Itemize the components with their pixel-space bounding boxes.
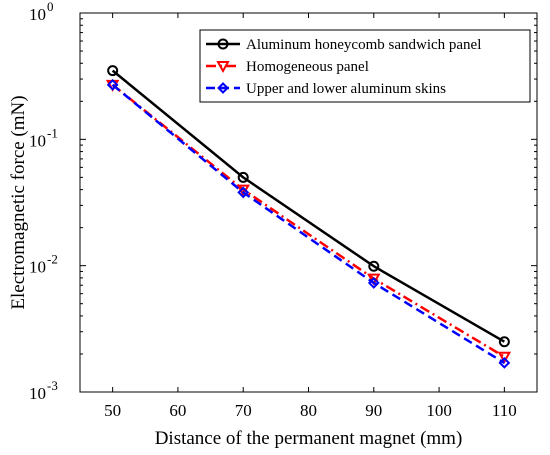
x-tick-labels: 50 60 70 80 90 100 110: [104, 401, 517, 420]
series: [107, 65, 510, 348]
data-point: [497, 351, 512, 364]
y-tick-exponent: -3: [47, 378, 58, 393]
y-tick-label: 10: [29, 131, 46, 150]
legend-label: Aluminum honeycomb sandwich panel: [246, 37, 481, 53]
data-point: [368, 260, 380, 272]
y-tick-label: 10: [29, 258, 46, 277]
series-line: [111, 83, 506, 364]
data-point: [107, 65, 119, 77]
data-point: [217, 82, 229, 94]
data-point: [498, 336, 510, 348]
data-point: [217, 38, 229, 50]
axis-ticks: [80, 12, 537, 393]
legend: Aluminum honeycomb sandwich panel Homogen…: [199, 29, 531, 103]
data-point: [216, 61, 230, 74]
y-tick-label: 10: [29, 384, 46, 403]
y-tick-label: 10: [29, 5, 46, 24]
x-tick-label: 70: [235, 401, 252, 420]
x-tick-label: 100: [426, 401, 452, 420]
x-tick-label: 50: [104, 401, 121, 420]
data-point: [237, 186, 250, 199]
data-point: [367, 273, 381, 286]
data-point: [367, 277, 380, 289]
legend-box: [199, 29, 531, 103]
y-tick-exponent: -2: [47, 252, 58, 267]
x-tick-label: 110: [492, 401, 517, 420]
data-point: [498, 356, 511, 369]
series-layer: [105, 65, 512, 369]
y-tick-exponent: 0: [47, 0, 54, 14]
y-tick-exponent: -1: [47, 125, 58, 140]
y-axis-title: Electromagnetic force (mN): [8, 95, 29, 309]
series: [106, 78, 511, 369]
x-axis-title: Distance of the permanent magnet (mm): [155, 428, 463, 449]
series-line: [111, 69, 505, 343]
legend-label: Homogeneous panel: [246, 59, 369, 75]
plot-area: [79, 12, 538, 393]
data-point: [106, 78, 119, 91]
series-line: [111, 83, 505, 358]
x-tick-label: 80: [300, 401, 317, 420]
x-tick-label: 90: [365, 401, 382, 420]
data-point: [237, 171, 249, 183]
x-tick-label: 60: [169, 401, 186, 420]
legend-label: Upper and lower aluminum skins: [246, 81, 446, 97]
